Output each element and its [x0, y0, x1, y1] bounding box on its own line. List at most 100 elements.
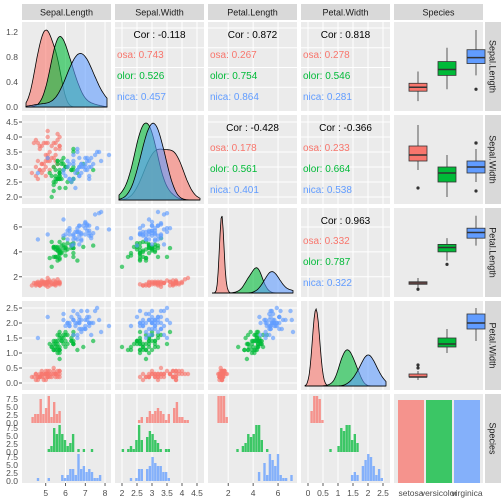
scatter-point-virginica [267, 323, 272, 329]
histogram-bar-versicolor [249, 437, 253, 452]
histogram-bar-virginica [162, 472, 165, 481]
histogram-bar-virginica [159, 466, 162, 481]
scatter-point-virginica [134, 243, 140, 248]
scatter-point-virginica [152, 326, 158, 332]
scatter-point-versicolor [53, 179, 58, 185]
scatter-point-virginica [77, 155, 82, 161]
density-curve-virginica [305, 354, 387, 387]
scatter-point-versicolor [57, 170, 62, 176]
scatter-point-virginica [146, 217, 152, 222]
y-axis-tick-label: 7.5 [6, 452, 18, 462]
scatter-point-setosa [222, 368, 227, 374]
scatter-point-virginica [258, 320, 263, 326]
histogram-bar-setosa [183, 420, 187, 423]
scatter-point-virginica [35, 170, 41, 176]
scatter-point-versicolor [61, 245, 66, 251]
scatter-point-virginica [45, 314, 50, 320]
scatter-point-virginica [73, 185, 78, 191]
scatter-point-versicolor [57, 356, 62, 362]
scatter-point-virginica [61, 311, 66, 317]
histogram-bar-setosa [315, 396, 319, 423]
y-axis-tick-label: 2 [13, 272, 18, 282]
scatter-point-setosa [224, 371, 230, 377]
correlation-versicolor: olor: 0.664 [303, 164, 351, 175]
scatter-point-setosa [167, 371, 173, 377]
histogram-bar-setosa [151, 414, 154, 423]
scatter-point-setosa [43, 280, 48, 286]
correlation-overall: Cor : 0.963 [321, 216, 371, 227]
x-axis-tick-label: 8 [103, 488, 108, 498]
scatter-point-virginica [149, 242, 155, 247]
scatter-point-versicolor [71, 250, 76, 256]
histogram-bar-virginica [356, 475, 359, 481]
scatter-point-versicolor [140, 239, 146, 245]
column-strip [22, 4, 111, 20]
y-axis-tick-label: 7.5 [6, 394, 18, 404]
species-bar-setosa [398, 400, 424, 483]
histogram-bar-setosa [34, 414, 37, 423]
scatter-point-virginica [45, 155, 50, 161]
scatter-point-virginica [158, 326, 164, 332]
scatter-point-versicolor [167, 329, 173, 335]
scatter-point-virginica [137, 320, 143, 326]
y-axis-tick-label: 1.0 [6, 348, 18, 358]
scatter-point-versicolor [65, 341, 70, 347]
column-strip [208, 4, 297, 20]
scatter-point-setosa [176, 371, 182, 377]
histogram-bar-versicolor [50, 446, 53, 452]
boxplot-box-virginica [466, 49, 486, 64]
histogram-bar-versicolor [121, 449, 125, 452]
scatter-point-versicolor [49, 264, 54, 269]
scatter-point-versicolor [137, 257, 143, 262]
scatter-point-virginica [269, 308, 274, 314]
scatter-point-versicolor [119, 264, 125, 269]
scatter-point-virginica [92, 308, 98, 314]
histogram-bar-versicolor [348, 425, 351, 452]
y-axis-tick-label: 0.0 [6, 102, 18, 112]
scatter-point-virginica [79, 232, 84, 237]
histogram-bar-setosa [217, 396, 220, 423]
y-axis-tick-label: 2.0 [6, 192, 18, 202]
y-axis-tick-label: 5.0 [6, 460, 18, 470]
scatter-point-versicolor [51, 188, 56, 194]
scatter-point-virginica [71, 233, 76, 238]
y-axis-tick-label: 2.5 [6, 410, 18, 420]
scatter-point-setosa [43, 173, 48, 179]
histogram-bar-virginica [268, 454, 272, 481]
histogram-bar-setosa [318, 399, 321, 423]
histogram-bar-versicolor [66, 446, 69, 452]
scatter-point-setosa [155, 282, 161, 287]
scatter-point-versicolor [236, 344, 241, 350]
scatter-point-virginica [274, 305, 279, 311]
histogram-bar-virginica [375, 475, 378, 481]
scatter-point-virginica [155, 209, 161, 215]
histogram-bar-virginica [129, 478, 133, 481]
scatter-point-virginica [35, 237, 41, 242]
histogram-bar-setosa [44, 408, 48, 423]
scatter-point-setosa [33, 280, 39, 286]
histogram-bar-versicolor [82, 449, 86, 452]
scatter-point-versicolor [137, 250, 143, 256]
scatter-point-virginica [91, 161, 96, 167]
histogram-bar-versicolor [337, 446, 340, 452]
density-curve-virginica [25, 52, 108, 108]
histogram-bar-virginica [257, 472, 261, 481]
scatter-point-versicolor [53, 247, 58, 252]
y-axis-tick-label: 2.5 [6, 468, 18, 478]
scatter-point-virginica [137, 308, 143, 314]
scatter-point-setosa [173, 377, 179, 383]
scatter-point-virginica [263, 332, 268, 338]
scatter-point-virginica [98, 209, 104, 215]
scatter-point-virginica [79, 326, 84, 332]
scatter-point-versicolor [55, 158, 60, 164]
histogram-bar-setosa [186, 420, 189, 423]
scatter-point-virginica [83, 219, 88, 225]
histogram-bar-virginica [369, 457, 373, 481]
scatter-point-setosa [155, 371, 161, 377]
histogram-bar-virginica [148, 466, 152, 481]
correlation-setosa: osa: 0.267 [210, 50, 257, 61]
x-axis-tick-label: setosa [398, 488, 423, 498]
scatter-point-virginica [85, 308, 90, 314]
boxplot-box-versicolor [437, 166, 457, 183]
y-axis-tick-label: 2.5 [6, 303, 18, 313]
